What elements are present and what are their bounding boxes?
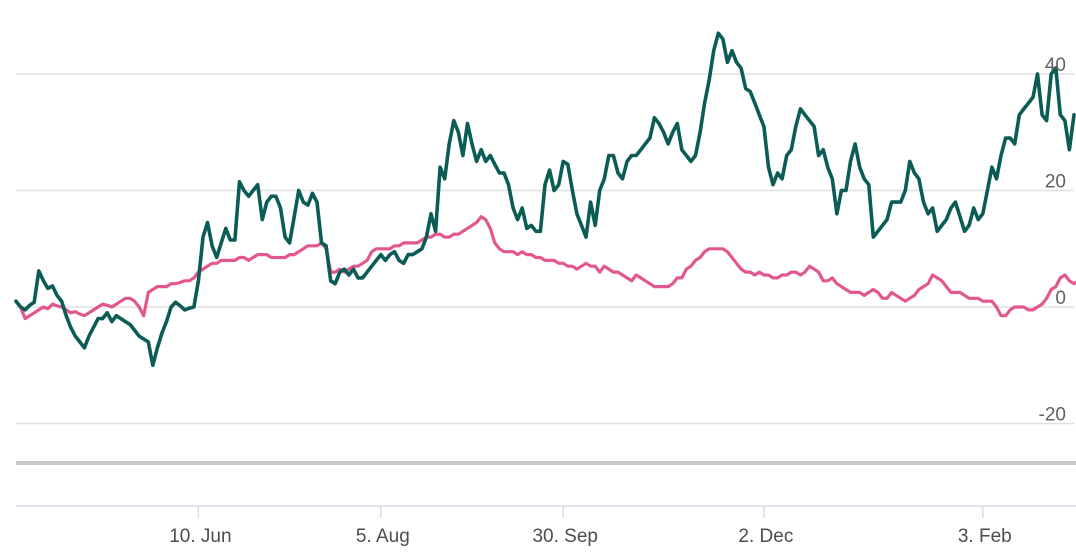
x-tick-label: 30. Sep <box>532 526 598 547</box>
series-lines <box>14 31 1076 368</box>
x-tick-label: 5. Aug <box>356 526 410 547</box>
grid-lines <box>16 73 1074 425</box>
y-tick-label: -20 <box>1039 405 1066 426</box>
x-tick-label: 3. Feb <box>958 526 1012 547</box>
series-line-series_a <box>14 31 1076 368</box>
y-tick-label: 0 <box>1055 288 1066 309</box>
y-axis-ticks: 40 20 0 -20 <box>1039 55 1066 426</box>
y-tick-label: 20 <box>1045 172 1066 193</box>
y-tick-label: 40 <box>1045 55 1066 76</box>
series-line-series_b <box>14 215 1076 321</box>
x-tick-label: 2. Dec <box>738 526 793 547</box>
x-tick-label: 10. Jun <box>169 526 231 547</box>
